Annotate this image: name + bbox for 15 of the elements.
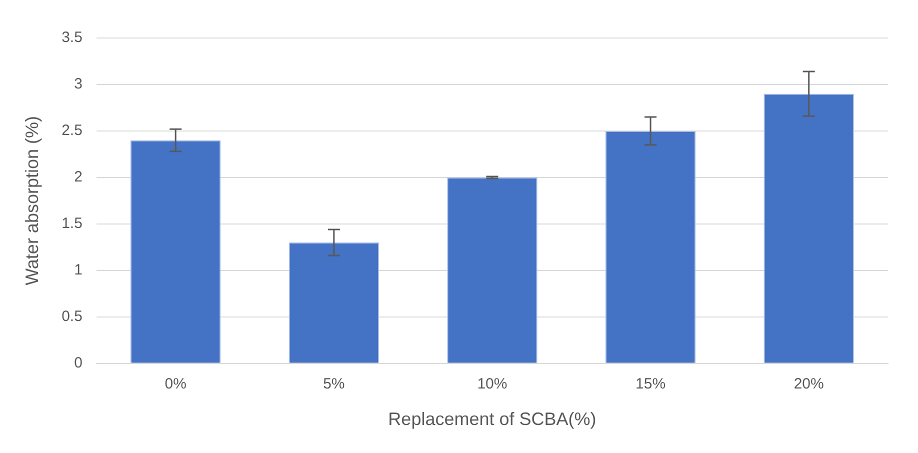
x-tick-label: 5%	[323, 376, 345, 393]
y-tick-label: 2	[74, 168, 82, 186]
x-tick-label: 0%	[164, 376, 186, 393]
y-tick-label: 3	[74, 76, 82, 93]
x-tick-label: 10%	[477, 376, 508, 393]
y-axis-title: Water absorption (%)	[22, 116, 42, 286]
x-tick-label: 20%	[794, 376, 824, 393]
x-tick-label: 15%	[636, 376, 666, 393]
y-tick-label: 1	[74, 262, 82, 279]
y-tick-label: 2.5	[62, 122, 82, 140]
y-tick-label: 0	[74, 354, 82, 372]
y-tick-label: 1.5	[62, 215, 82, 232]
y-tick-label: 3.5	[62, 29, 82, 46]
x-axis-title: Replacement of SCBA(%)	[388, 409, 596, 430]
y-tick-label: 0.5	[62, 308, 82, 326]
